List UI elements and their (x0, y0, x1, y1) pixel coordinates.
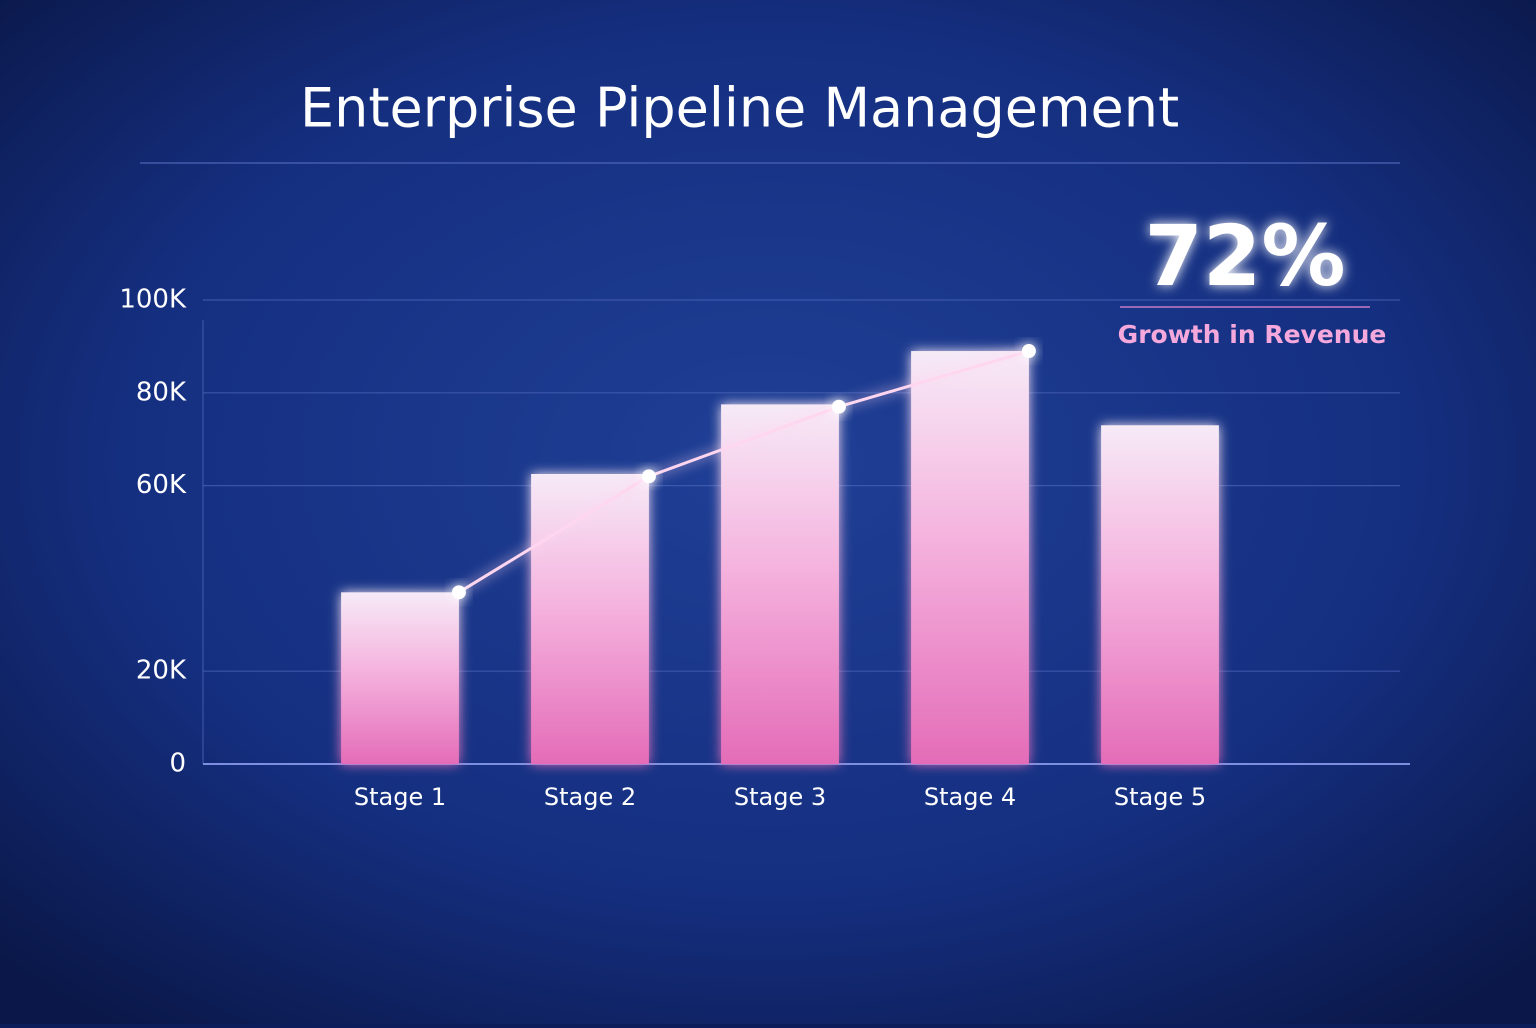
y-tick-label: 20K (136, 656, 187, 686)
x-tick-label: Stage 3 (734, 783, 826, 811)
trend-point (451, 585, 466, 600)
bar (341, 592, 459, 764)
y-tick-label: 80K (136, 377, 187, 407)
x-tick-label: Stage 1 (354, 783, 446, 811)
trend-line (458, 349, 1030, 594)
x-tick-label: Stage 4 (924, 783, 1016, 811)
trend-point (831, 399, 846, 414)
chart-title: Enterprise Pipeline Management (300, 77, 1179, 140)
x-tick-label: Stage 5 (1114, 783, 1206, 811)
y-tick-label: 60K (136, 470, 187, 500)
bar (531, 474, 649, 764)
trend-point (1021, 344, 1036, 359)
kpi-label: Growth in Revenue (1118, 320, 1387, 349)
trend-point (641, 469, 656, 484)
y-tick-label: 0 (169, 749, 186, 779)
bar (911, 351, 1029, 764)
y-tick-label: 100K (119, 285, 187, 315)
kpi-value: 72% (1144, 207, 1345, 305)
x-tick-label: Stage 2 (544, 783, 636, 811)
bar (1101, 425, 1219, 764)
bar (721, 404, 839, 764)
